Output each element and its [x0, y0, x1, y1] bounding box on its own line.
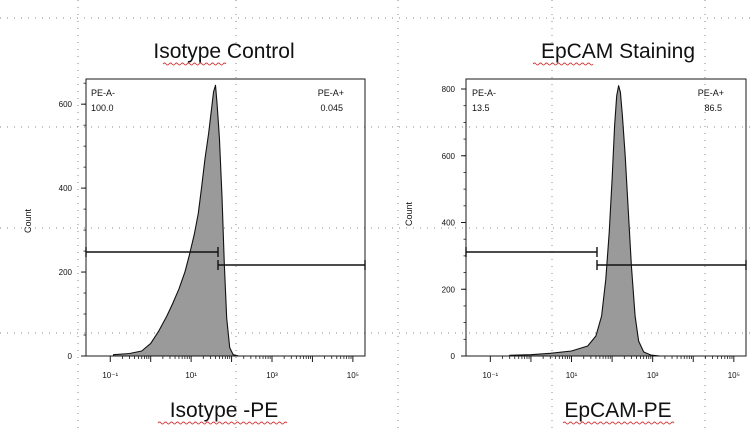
x-axis-label: EpCAM-PE: [564, 399, 671, 422]
x-tick-label: 10⁻¹: [102, 371, 118, 380]
panel-isotype-control: Isotype Control Isotype -PE Count 0 200 40…: [23, 40, 366, 422]
y-tick-label: 800: [442, 85, 456, 94]
x-tick-label: 10¹: [566, 371, 578, 380]
x-tick-label: 10⁵: [347, 371, 359, 380]
chart-title: Isotype Control: [153, 40, 294, 63]
gate-label-name: PE-A+: [698, 88, 724, 98]
chart-title: EpCAM Staining: [541, 40, 695, 63]
x-tick-label: 10¹: [185, 371, 197, 380]
y-tick-label: 400: [59, 184, 73, 193]
y-tick-label: 200: [442, 285, 456, 294]
panel-epcam-staining: EpCAM Staining EpCAM-PE Count 0 200 400 600…: [404, 40, 747, 422]
y-tick-label: 600: [59, 100, 73, 109]
spellcheck-squiggles: [157, 62, 675, 425]
histogram-area: [509, 85, 661, 357]
y-tick-label: 200: [59, 268, 73, 277]
gate-labels-0: PE-A- 100.0 PE-A+ 0.045: [91, 88, 344, 113]
gate-label-value: 13.5: [472, 103, 490, 113]
y-axis-label: Count: [404, 202, 414, 227]
y-tick-label: 0: [68, 352, 73, 361]
gate-label-value: 86.5: [704, 103, 722, 113]
x-axis-label: Isotype -PE: [170, 399, 279, 422]
gate-label-value: 100.0: [91, 103, 114, 113]
y-tick-label: 600: [442, 152, 456, 161]
y-tick-label: 400: [442, 219, 456, 228]
x-tick-label: 10⁻¹: [482, 371, 498, 380]
x-tick-label: 10⁵: [728, 371, 740, 380]
x-tick-label: 10³: [266, 371, 278, 380]
gate-labels-1: PE-A- 13.5 PE-A+ 86.5: [472, 88, 724, 113]
gate-label-name: PE-A-: [472, 88, 496, 98]
x-tick-label: 10³: [647, 371, 659, 380]
gate-label-name: PE-A-: [91, 88, 115, 98]
histogram-area: [112, 84, 240, 357]
y-tick-label: 0: [451, 352, 456, 361]
histogram-group-1: 0 200 400 600 800 10⁻¹ 10¹ 10³ 10⁵: [442, 78, 747, 380]
y-axis-label: Count: [23, 209, 33, 234]
gate-label-value: 0.045: [320, 103, 343, 113]
gate-label-name: PE-A+: [318, 88, 344, 98]
histogram-group-0: 0 200 400 600 10⁻¹ 10¹ 10³ 10⁵: [59, 78, 366, 380]
